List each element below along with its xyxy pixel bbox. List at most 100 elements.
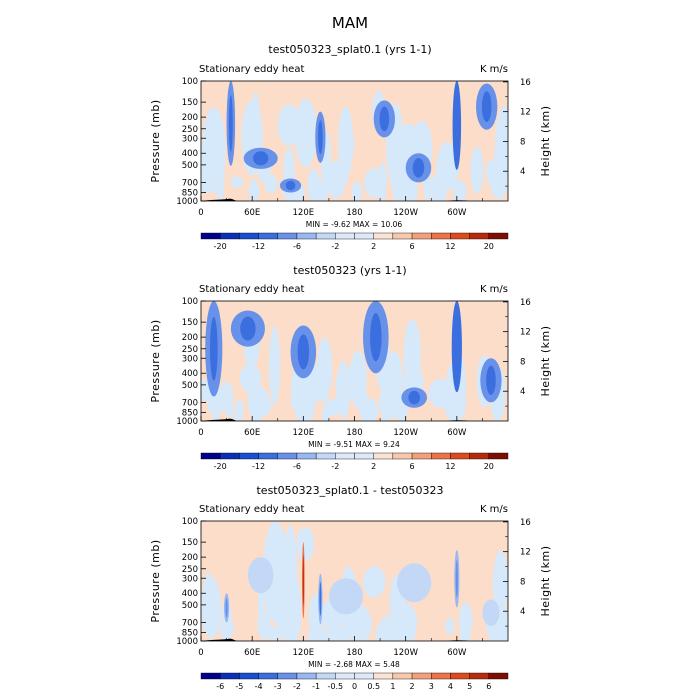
y-tick-label: 700 [182, 178, 198, 188]
y-tick-label: 200 [182, 553, 198, 563]
anomaly-core [225, 598, 228, 618]
y-tick-label: 300 [182, 574, 198, 584]
anomaly-core [297, 334, 310, 370]
anomaly-blob [247, 557, 274, 594]
colorbar-swatch [200, 452, 221, 460]
field-patch [248, 179, 260, 201]
field-patch [374, 625, 399, 641]
colorbar-label: -12 [252, 242, 265, 251]
x-tick-label: 60E [244, 648, 260, 658]
field-patch [294, 98, 317, 168]
colorbar-label: 2 [410, 682, 415, 691]
field-patch [438, 159, 459, 183]
colorbar-swatch [219, 232, 240, 240]
colorbar-swatch [488, 232, 509, 240]
y2-tick-label: 12 [520, 108, 531, 118]
y2-tick-label: 4 [520, 607, 525, 617]
panel-3-colorbar: -6 -5 -4 -3 -2 -1 -0.5 0 0.5 1 2 3 4 5 6 [200, 672, 509, 691]
colorbar-label: -2 [331, 462, 339, 471]
x-tick-label: 120E [293, 208, 315, 218]
anomaly-blob [397, 563, 432, 603]
colorbar-label: 2 [371, 242, 376, 251]
colorbar-label: -2 [331, 242, 339, 251]
colorbar-label: 6 [410, 462, 415, 471]
anomaly-core [379, 106, 390, 132]
colorbar-label: -6 [293, 242, 301, 251]
colorbar-swatch [469, 672, 490, 680]
colorbar-swatch [469, 232, 490, 240]
colorbar-label: 0.5 [367, 682, 380, 691]
x-tick-label: 60W [447, 428, 467, 438]
y-tick-label: 400 [182, 369, 198, 379]
field-patch [494, 129, 504, 191]
panel-2-colorbar: -20 -12 -6 -2 2 6 12 20 [200, 452, 509, 471]
field-patch [363, 566, 386, 598]
anomaly-core [370, 313, 382, 362]
colorbar-label: 20 [484, 462, 494, 471]
field-patch [359, 398, 379, 421]
field-patch [280, 609, 289, 624]
colorbar-swatch [258, 232, 278, 240]
x-tick-label: 120W [393, 208, 418, 218]
colorbar-swatch [354, 232, 374, 240]
y-tick-label: 150 [182, 318, 198, 328]
colorbar-swatch [219, 672, 240, 680]
anomaly-core [455, 559, 458, 598]
y-tick-label: 100 [182, 517, 198, 527]
field-patch [203, 573, 214, 605]
panel-1-left-label: Stationary eddy heat [199, 64, 304, 75]
y-tick-label: 1000 [176, 197, 198, 207]
anomaly-core [319, 582, 322, 616]
colorbar-swatch [354, 672, 374, 680]
y-tick-label: 700 [182, 398, 198, 408]
field-patch [470, 146, 484, 194]
field-patch [299, 393, 309, 421]
y-tick-label: 200 [182, 333, 198, 343]
field-patch [311, 367, 329, 392]
anomaly-core [481, 91, 492, 123]
x-tick-label: 0 [198, 648, 203, 658]
colorbar-swatch [315, 232, 336, 240]
colorbar-swatch [488, 452, 509, 460]
colorbar-swatch [277, 232, 298, 240]
colorbar-label: -6 [216, 682, 224, 691]
anomaly-core [486, 365, 496, 396]
y-tick-label: 1000 [176, 417, 198, 427]
anomaly-core [318, 120, 323, 155]
anomaly-core [408, 390, 420, 405]
panel-3-min-max: MIN = -2.68 MAX = 5.48 [308, 660, 400, 669]
field-patch [426, 176, 446, 201]
y-tick-label: 100 [182, 297, 198, 307]
field-patch [326, 160, 346, 199]
anomaly-core [228, 95, 233, 152]
y-tick-label: 150 [182, 538, 198, 548]
colorbar-label: -3 [274, 682, 282, 691]
y-axis-title: Pressure (mb) [149, 319, 162, 402]
panel-3-left-label: Stationary eddy heat [199, 504, 304, 515]
colorbar-label: 0 [352, 682, 357, 691]
colorbar-label: 20 [484, 242, 494, 251]
y-axis-title: Pressure (mb) [149, 99, 162, 182]
colorbar-label: 3 [429, 682, 434, 691]
topography-africa [201, 418, 237, 421]
colorbar-swatch [239, 232, 259, 240]
panel-2-min-max: MIN = -9.51 MAX = 9.24 [308, 440, 400, 449]
x-tick-label: 60E [244, 208, 260, 218]
anomaly-core [454, 316, 460, 377]
x-tick-label: 180 [346, 208, 362, 218]
y-tick-label: 150 [182, 98, 198, 108]
colorbar-swatch [354, 452, 374, 460]
colorbar-label: -1 [312, 682, 320, 691]
x-tick-label: 60W [447, 208, 467, 218]
colorbar-swatch [431, 232, 451, 240]
topography-africa [201, 198, 237, 201]
y-tick-label: 500 [182, 601, 198, 611]
colorbar-label: 5 [467, 682, 472, 691]
anomaly-core [412, 158, 425, 178]
field-patch [201, 146, 217, 194]
colorbar-swatch [488, 672, 509, 680]
colorbar-swatch [277, 452, 298, 460]
y2-tick-label: 16 [520, 518, 531, 528]
x-tick-label: 120W [393, 428, 418, 438]
